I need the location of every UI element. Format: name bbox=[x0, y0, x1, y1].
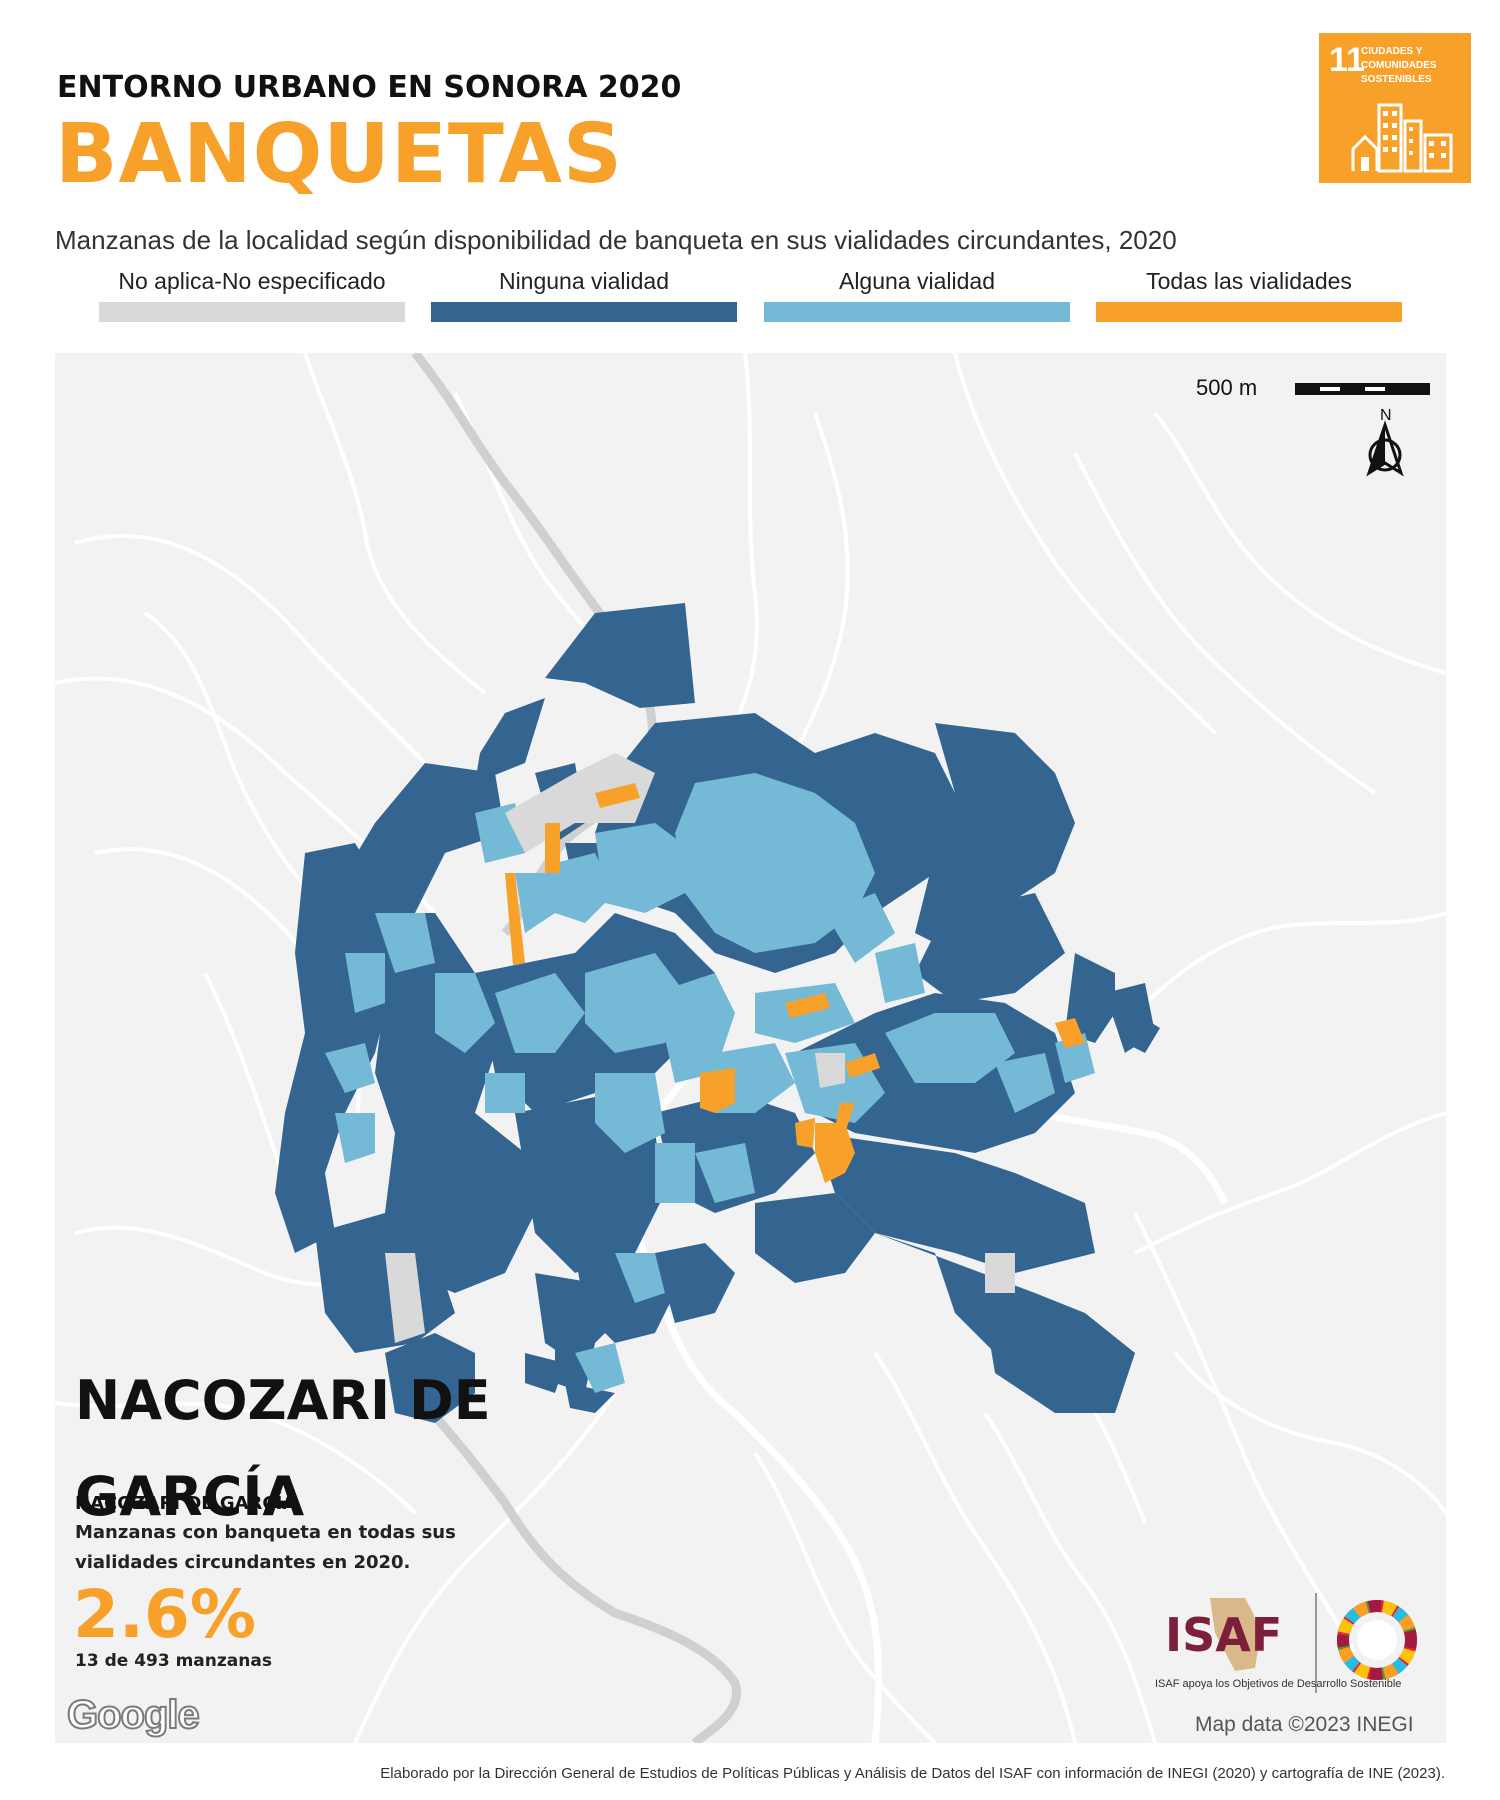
scale-label: 500 m bbox=[1196, 375, 1258, 400]
sdg-wheel-icon bbox=[1337, 1600, 1417, 1680]
stat-count: 13 de 493 manzanas bbox=[75, 1651, 272, 1671]
stat-description: Manzanas con banqueta en todas sus viali… bbox=[75, 1522, 456, 1573]
logo-divider bbox=[1315, 1593, 1317, 1693]
isaf-caption: ISAF apoya los Objetivos de Desarrollo S… bbox=[1155, 1678, 1402, 1690]
sdg-label: CIUDADES Y COMUNIDADES SOSTENIBLES bbox=[1361, 46, 1437, 85]
footer-credit: Elaborado por la Dirección General de Es… bbox=[380, 1765, 1445, 1782]
sdg-11-badge: 11 CIUDADES Y COMUNIDADES SOSTENIBLES bbox=[1319, 33, 1471, 183]
legend-item-no-aplica: No aplica-No especificado bbox=[99, 268, 405, 322]
legend-label: Ninguna vialidad bbox=[498, 268, 670, 294]
map-panel[interactable]: 500 m N NACOZARI DE GARCÍA NACOZARI DE G… bbox=[55, 353, 1446, 1743]
legend-swatch-light-blue bbox=[764, 302, 1070, 322]
map-canvas[interactable] bbox=[55, 353, 1446, 1743]
sonora-map-icon bbox=[1210, 1598, 1260, 1671]
legend-label: No aplica-No especificado bbox=[118, 268, 386, 294]
city-buildings-icon bbox=[1351, 103, 1453, 173]
legend-swatch-orange bbox=[1096, 302, 1402, 322]
blocks-no-aplica[interactable] bbox=[385, 753, 1015, 1343]
blocks-todas[interactable] bbox=[505, 783, 1085, 1183]
legend-label: Todas las vialidades bbox=[1146, 268, 1352, 294]
stat-percent: 2.6% bbox=[73, 1576, 257, 1653]
legend-item-todas: Todas las vialidades bbox=[1096, 268, 1402, 322]
locality-name: NACOZARI DE GARCÍA bbox=[75, 1369, 491, 1528]
scale-bar bbox=[1295, 383, 1430, 395]
blocks-alguna[interactable] bbox=[325, 773, 1095, 1393]
legend-label: Alguna vialidad bbox=[838, 268, 995, 294]
report-kicker: ENTORNO URBANO EN SONORA 2020 bbox=[57, 70, 682, 105]
legend-swatch-gray bbox=[99, 302, 405, 322]
north-label: N bbox=[1380, 407, 1392, 424]
legend-item-ninguna: Ninguna vialidad bbox=[431, 268, 737, 322]
locality-subname: NACOZARI DE GARCÍA bbox=[75, 1493, 297, 1514]
north-arrow-icon bbox=[1366, 420, 1404, 477]
map-attribution: Map data ©2023 INEGI bbox=[1195, 1713, 1414, 1736]
page-title: BANQUETAS bbox=[55, 107, 623, 202]
google-logo: Google bbox=[66, 1692, 201, 1738]
legend-swatch-dark-blue bbox=[431, 302, 737, 322]
map-subtitle: Manzanas de la localidad según disponibi… bbox=[55, 225, 1177, 255]
legend-item-alguna: Alguna vialidad bbox=[764, 268, 1070, 322]
isaf-logo: ISAF bbox=[1165, 1608, 1283, 1662]
sdg-number: 11 bbox=[1329, 41, 1365, 79]
